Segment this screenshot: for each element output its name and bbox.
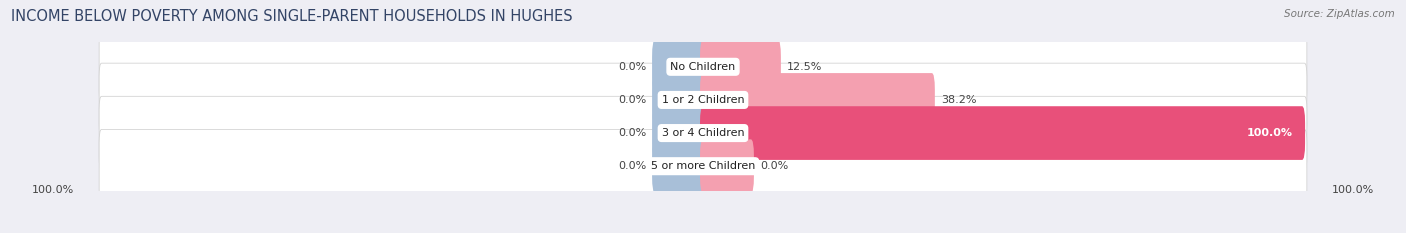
FancyBboxPatch shape [100,30,1306,104]
Text: 3 or 4 Children: 3 or 4 Children [662,128,744,138]
Text: 100.0%: 100.0% [1247,128,1294,138]
Text: 100.0%: 100.0% [1331,185,1374,195]
FancyBboxPatch shape [700,139,754,193]
FancyBboxPatch shape [652,139,706,193]
FancyBboxPatch shape [700,73,935,127]
FancyBboxPatch shape [652,73,706,127]
Text: 12.5%: 12.5% [787,62,823,72]
Text: 100.0%: 100.0% [32,185,75,195]
FancyBboxPatch shape [100,63,1306,137]
FancyBboxPatch shape [700,40,780,94]
FancyBboxPatch shape [700,106,1305,160]
FancyBboxPatch shape [100,96,1306,170]
Text: 0.0%: 0.0% [617,128,647,138]
Text: 1 or 2 Children: 1 or 2 Children [662,95,744,105]
Text: Source: ZipAtlas.com: Source: ZipAtlas.com [1284,9,1395,19]
Text: No Children: No Children [671,62,735,72]
Text: 0.0%: 0.0% [617,161,647,171]
Text: INCOME BELOW POVERTY AMONG SINGLE-PARENT HOUSEHOLDS IN HUGHES: INCOME BELOW POVERTY AMONG SINGLE-PARENT… [11,9,572,24]
Text: 0.0%: 0.0% [759,161,789,171]
Text: 38.2%: 38.2% [941,95,976,105]
Text: 5 or more Children: 5 or more Children [651,161,755,171]
Text: 0.0%: 0.0% [617,95,647,105]
FancyBboxPatch shape [100,129,1306,203]
FancyBboxPatch shape [652,40,706,94]
Text: 0.0%: 0.0% [617,62,647,72]
FancyBboxPatch shape [652,106,706,160]
